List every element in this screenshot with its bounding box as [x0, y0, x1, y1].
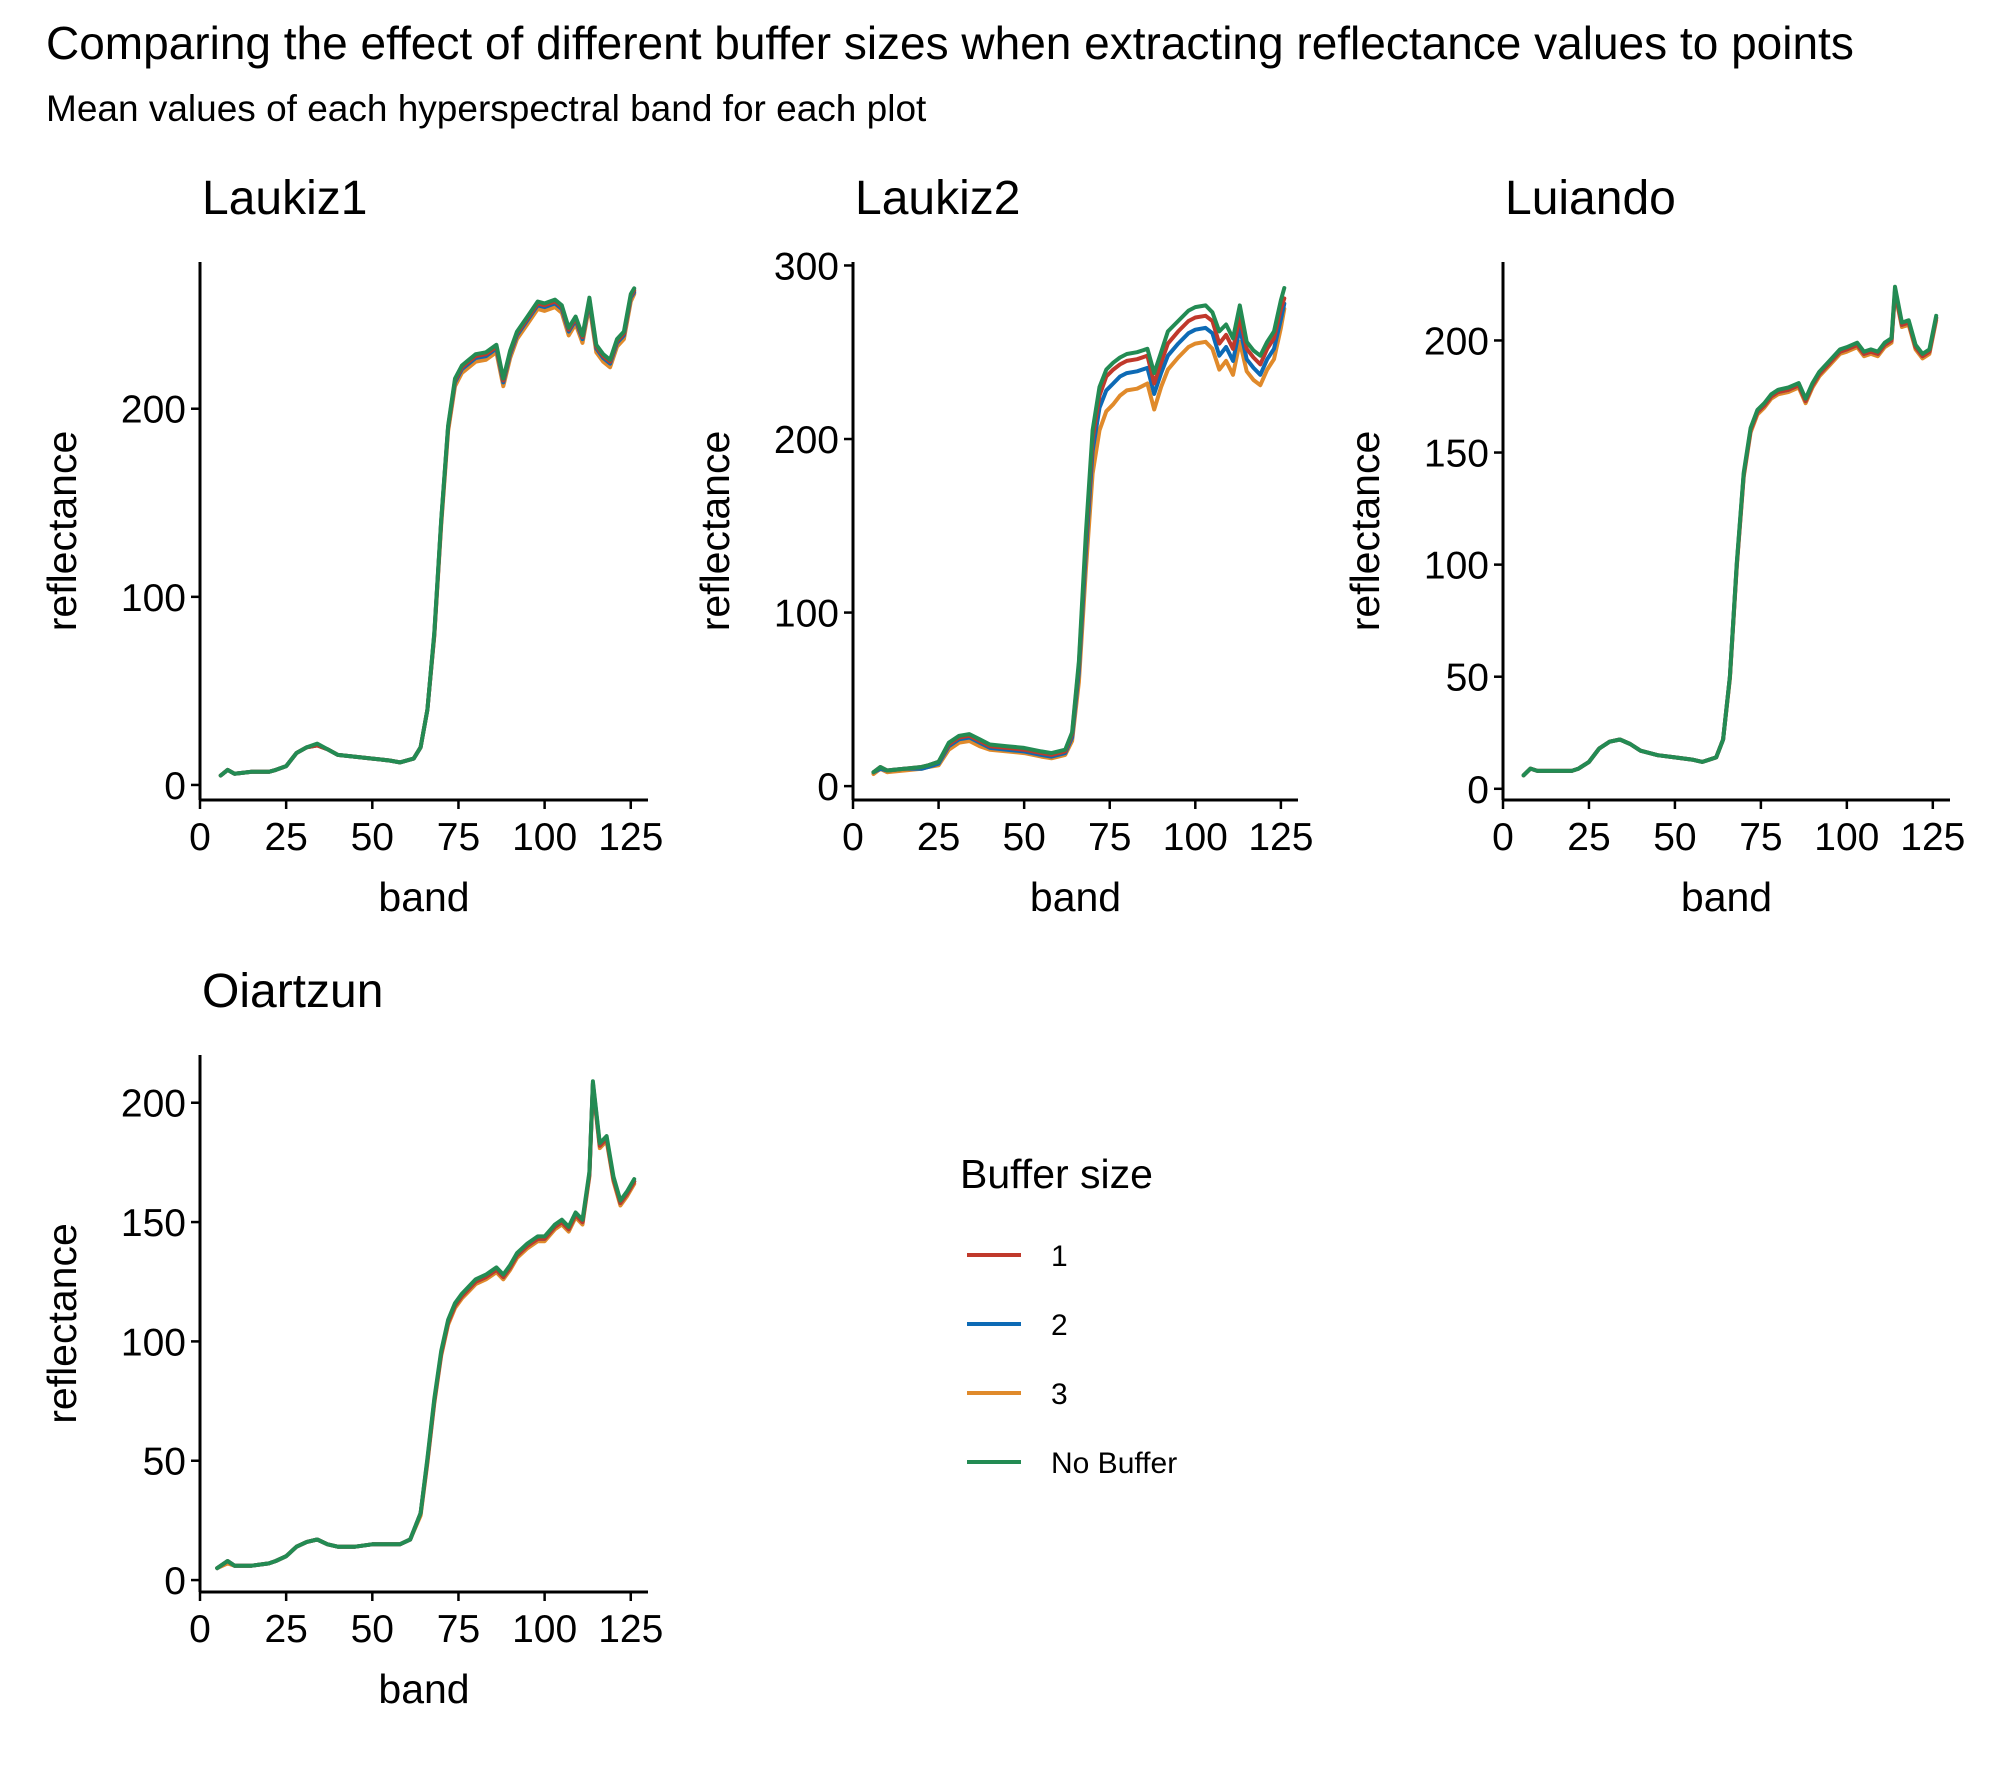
series-line-2 [215, 1081, 637, 1571]
y-axis-title: reflectance [692, 431, 738, 632]
series-line-2 [871, 301, 1287, 775]
series-line-2 [1521, 289, 1939, 778]
x-tick-label: 75 [437, 816, 480, 859]
x-tick-label: 75 [1739, 816, 1782, 859]
series-line-1 [1521, 289, 1939, 778]
x-tick-label: 50 [1002, 816, 1045, 859]
y-axis-title: reflectance [39, 431, 85, 632]
x-axis-title: band [378, 1666, 469, 1712]
panel-laukiz2: Laukiz2 0 25 50 75 100 125 0 100 200 300 band reflec… [692, 172, 1313, 920]
series-line-1 [215, 1081, 637, 1571]
x-tick-label: 25 [917, 816, 960, 859]
y-axis-title: reflectance [1342, 431, 1388, 632]
x-tick-label: 0 [1492, 816, 1514, 859]
x-tick-label: 125 [1248, 816, 1313, 859]
y-tick-label: 150 [121, 1202, 186, 1245]
x-tick-label: 100 [1163, 816, 1228, 859]
y-tick-label: 0 [164, 765, 186, 808]
y-tick-label: 100 [121, 577, 186, 620]
chart-title: Comparing the effect of different buffer… [46, 17, 1854, 69]
x-axis-title: band [1681, 874, 1772, 920]
series-line-3 [215, 1084, 637, 1571]
panel-title-oiartzun: Oiartzun [202, 965, 383, 1018]
y-tick-label: 50 [1446, 657, 1489, 700]
x-axis-title: band [1030, 874, 1121, 920]
series-line-no-buffer [215, 1079, 637, 1571]
y-axis-title: reflectance [39, 1223, 85, 1424]
panel-laukiz1: Laukiz1 0 25 50 75 100 125 0 100 200 band reflectan… [39, 172, 663, 920]
y-tick-label: 100 [774, 593, 839, 636]
x-tick-label: 100 [1814, 816, 1879, 859]
x-tick-label: 25 [264, 816, 307, 859]
y-tick-label: 0 [164, 1560, 186, 1603]
x-tick-label: 0 [189, 816, 211, 859]
x-tick-label: 0 [842, 816, 864, 859]
panel-oiartzun: Oiartzun 0 25 50 75 100 125 0 50 100 150 200 band ref… [39, 965, 663, 1712]
x-tick-label: 100 [512, 816, 577, 859]
x-tick-label: 100 [512, 1608, 577, 1651]
x-tick-label: 125 [1900, 816, 1965, 859]
y-tick-label: 200 [121, 1083, 186, 1126]
series-line-no-buffer [1521, 284, 1939, 778]
x-tick-label: 125 [598, 1608, 663, 1651]
x-tick-label: 25 [264, 1608, 307, 1651]
series-line-no-buffer [218, 286, 637, 778]
series-line-no-buffer [871, 286, 1287, 775]
y-tick-label: 100 [1424, 545, 1489, 588]
panel-luiando: Luiando 0 25 50 75 100 125 0 50 100 150 200 band refl… [1342, 172, 1965, 920]
y-tick-label: 200 [774, 419, 839, 462]
x-tick-label: 50 [351, 1608, 394, 1651]
legend-title: Buffer size [960, 1151, 1153, 1197]
legend-label-3: 3 [1051, 1378, 1068, 1411]
x-tick-label: 75 [437, 1608, 480, 1651]
legend: Buffer size 1 2 3 No Buffer [960, 1151, 1177, 1480]
x-tick-label: 75 [1088, 816, 1131, 859]
legend-label-no-buffer: No Buffer [1051, 1447, 1177, 1480]
y-tick-label: 100 [121, 1321, 186, 1364]
y-tick-label: 150 [1424, 433, 1489, 476]
y-tick-label: 0 [817, 766, 839, 809]
x-tick-label: 0 [189, 1608, 211, 1651]
x-tick-label: 125 [598, 816, 663, 859]
panel-title-laukiz1: Laukiz1 [202, 172, 367, 225]
y-tick-label: 200 [1424, 320, 1489, 363]
x-tick-label: 25 [1567, 816, 1610, 859]
chart-subtitle: Mean values of each hyperspectral band f… [46, 88, 927, 129]
y-tick-label: 200 [121, 389, 186, 432]
x-tick-label: 50 [351, 816, 394, 859]
legend-label-1: 1 [1051, 1240, 1068, 1273]
series-line-1 [871, 296, 1287, 775]
panel-title-laukiz2: Laukiz2 [855, 172, 1020, 225]
y-tick-label: 0 [1467, 769, 1489, 812]
panel-title-luiando: Luiando [1505, 172, 1676, 225]
y-tick-label: 300 [774, 245, 839, 288]
y-tick-label: 50 [143, 1441, 186, 1484]
series-line-3 [1521, 291, 1939, 778]
legend-label-2: 2 [1051, 1309, 1068, 1342]
x-tick-label: 50 [1653, 816, 1696, 859]
x-axis-title: band [378, 874, 469, 920]
series-line-3 [871, 306, 1287, 776]
